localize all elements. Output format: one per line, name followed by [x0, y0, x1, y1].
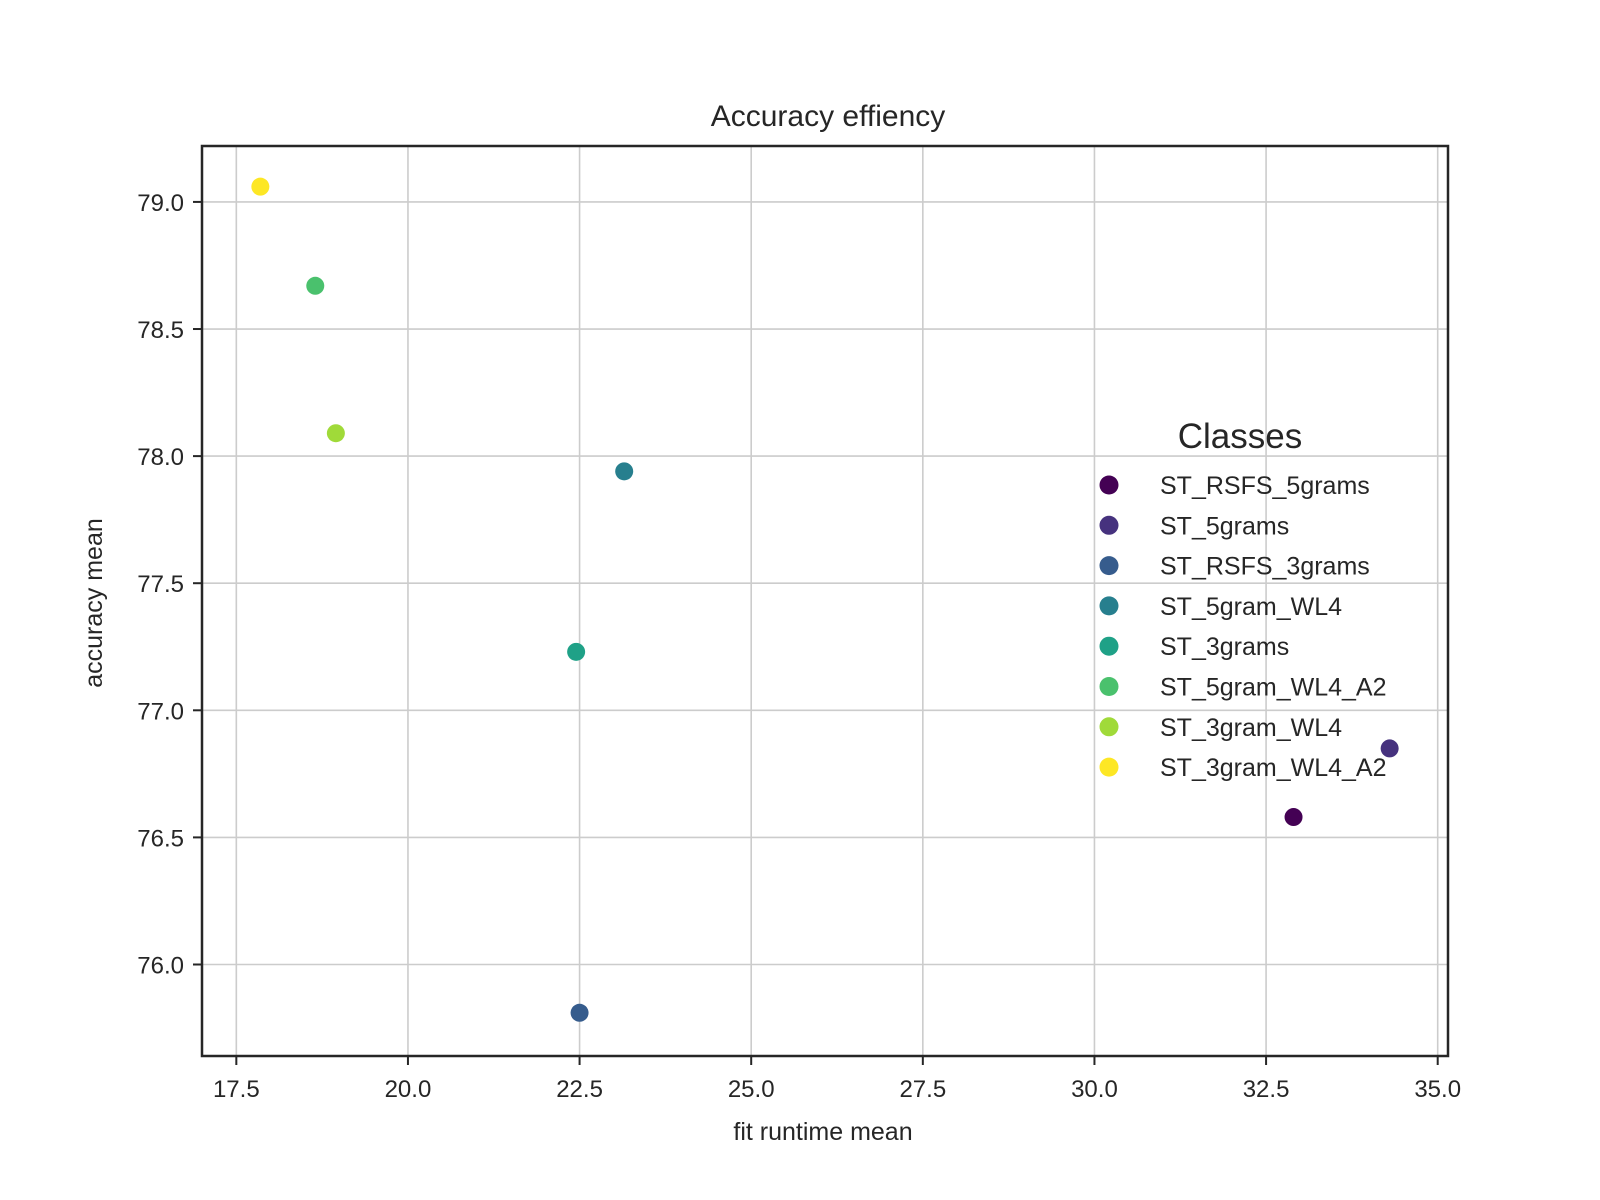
y-tick-label: 78.0 — [137, 444, 184, 471]
y-tick-label: 76.5 — [137, 825, 184, 852]
x-axis-label: fit runtime mean — [733, 1118, 912, 1146]
legend-label: ST_3gram_WL4 — [1160, 714, 1342, 742]
legend-marker — [1099, 636, 1119, 656]
x-tick-label: 20.0 — [385, 1076, 432, 1103]
legend-label: ST_5gram_WL4 — [1160, 593, 1342, 621]
y-tick-label: 78.5 — [137, 317, 184, 344]
legend-label: ST_RSFS_5grams — [1160, 472, 1370, 500]
y-tick-label: 76.0 — [137, 952, 184, 979]
data-point — [1284, 808, 1303, 827]
y-tick-label: 77.5 — [137, 571, 184, 598]
y-tick-label: 77.0 — [137, 698, 184, 725]
chart-title: Accuracy effiency — [711, 100, 946, 133]
y-axis: 76.0 76.5 77.0 77.5 78.0 78.5 79.0 — [137, 190, 202, 979]
x-tick-label: 27.5 — [899, 1076, 946, 1103]
data-point — [615, 462, 634, 481]
data-point — [251, 177, 270, 196]
legend-label: ST_5grams — [1160, 512, 1289, 540]
data-point — [306, 276, 325, 295]
legend-marker — [1099, 677, 1119, 696]
data-points — [251, 177, 1399, 1022]
legend-marker — [1099, 596, 1119, 616]
legend: Classes ST_RSFS_5grams ST_5grams ST_RSFS_3… — [1099, 417, 1387, 782]
data-point — [1380, 739, 1399, 758]
legend-label: ST_5gram_WL4_A2 — [1160, 674, 1387, 702]
legend-label: ST_RSFS_3grams — [1160, 553, 1370, 581]
data-point — [326, 424, 345, 443]
x-tick-label: 22.5 — [556, 1076, 603, 1103]
y-tick-label: 79.0 — [137, 190, 184, 217]
x-axis: 17.5 20.0 22.5 25.0 27.5 30.0 32.5 35.0 — [213, 1056, 1461, 1103]
legend-marker — [1099, 757, 1119, 777]
legend-marker — [1099, 556, 1119, 576]
legend-marker — [1099, 717, 1119, 737]
legend-marker — [1099, 475, 1119, 495]
x-tick-label: 30.0 — [1071, 1076, 1118, 1103]
data-point — [567, 642, 586, 661]
data-point — [570, 1003, 589, 1022]
x-tick-label: 25.0 — [728, 1076, 775, 1103]
x-tick-label: 32.5 — [1243, 1076, 1290, 1103]
y-axis-label: accuracy mean — [80, 518, 108, 688]
x-tick-label: 17.5 — [213, 1076, 260, 1103]
legend-marker — [1099, 515, 1119, 535]
plot-frame — [200, 144, 1450, 1058]
grid — [202, 146, 1448, 1056]
x-tick-label: 35.0 — [1414, 1076, 1461, 1103]
legend-label: ST_3gram_WL4_A2 — [1160, 754, 1387, 782]
legend-label: ST_3grams — [1160, 633, 1289, 661]
legend-title: Classes — [1178, 417, 1302, 456]
